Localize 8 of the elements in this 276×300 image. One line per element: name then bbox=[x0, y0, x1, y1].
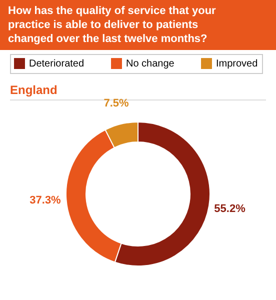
legend-label: No change bbox=[126, 58, 175, 70]
data-label: 7.5% bbox=[104, 98, 130, 110]
data-label: 37.3% bbox=[30, 194, 62, 207]
text: England bbox=[10, 83, 58, 97]
legend-label: Improved bbox=[216, 58, 258, 70]
legend-label: Deteriorated bbox=[29, 58, 84, 70]
chart-title: How has the quality of service that your practice is able to deliver to patients changed over the last twelve months? bbox=[8, 5, 217, 45]
data-label: 55.2% bbox=[214, 203, 246, 216]
